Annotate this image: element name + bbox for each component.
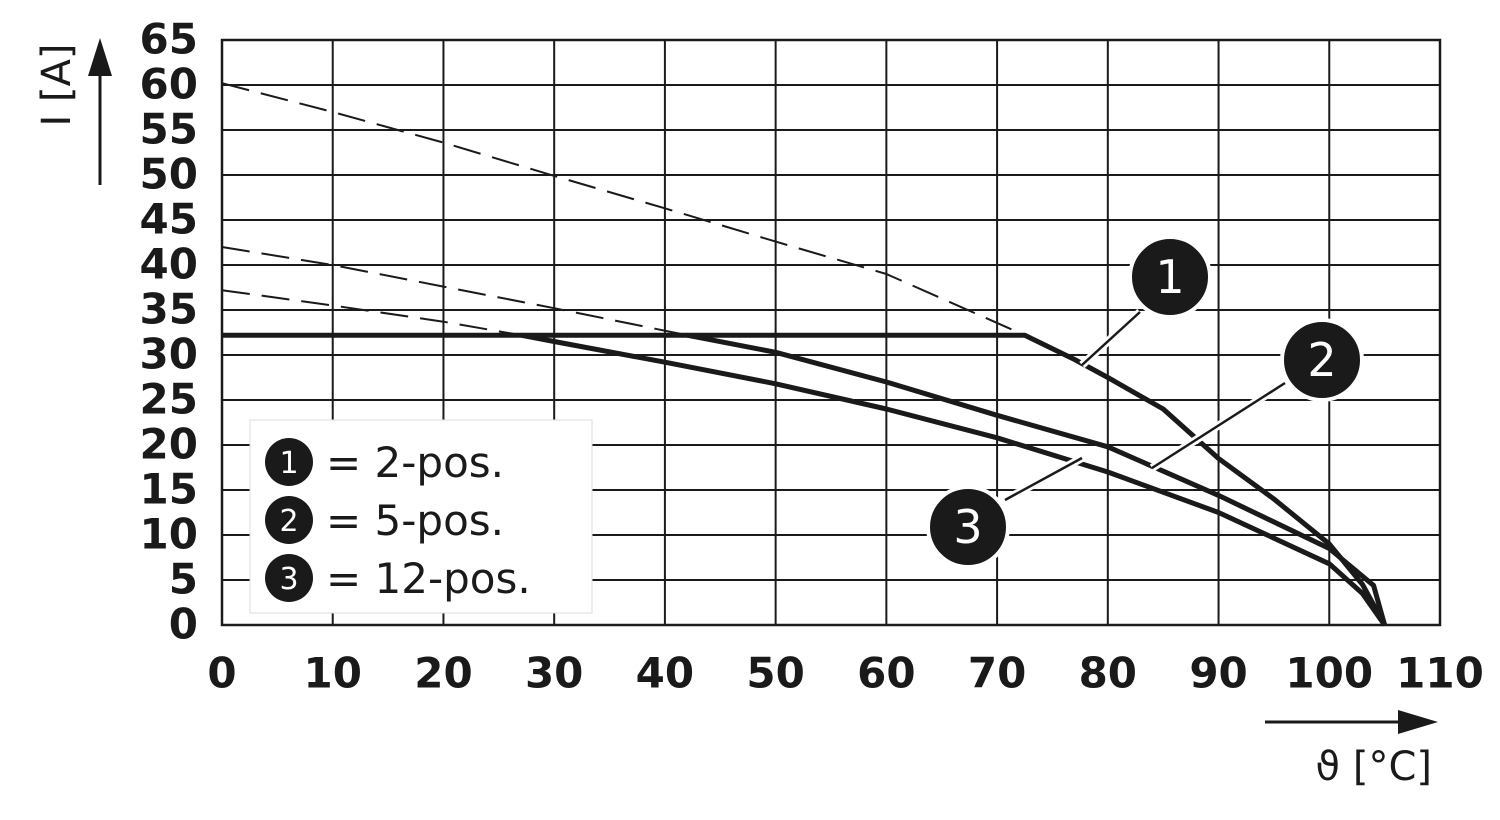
legend-label: = 5-pos. bbox=[326, 496, 504, 545]
y-tick-label: 35 bbox=[140, 285, 198, 334]
y-tick-label: 0 bbox=[169, 600, 198, 649]
x-arrow-head bbox=[1398, 710, 1438, 734]
callout-marker bbox=[926, 485, 1010, 569]
series-line bbox=[686, 332, 1388, 626]
y-tick-label: 5 bbox=[169, 555, 198, 604]
x-tick-label: 80 bbox=[1079, 649, 1137, 698]
legend-marker-label: 2 bbox=[279, 504, 298, 539]
legend-marker-label: 3 bbox=[279, 562, 298, 597]
x-tick-label: 60 bbox=[857, 649, 915, 698]
extrapolated-line bbox=[221, 289, 522, 337]
x-tick-label: 100 bbox=[1285, 649, 1373, 698]
legend-marker-label: 1 bbox=[279, 446, 298, 481]
y-tick-label: 25 bbox=[140, 375, 198, 424]
y-tick-label: 10 bbox=[140, 510, 198, 559]
x-tick-label: 0 bbox=[207, 649, 236, 698]
callout-leader bbox=[1151, 381, 1286, 470]
y-tick-label: 20 bbox=[140, 420, 198, 469]
y-tick-label: 55 bbox=[140, 105, 198, 154]
x-tick-label: 70 bbox=[968, 649, 1026, 698]
x-tick-label: 110 bbox=[1396, 649, 1484, 698]
callout-leader bbox=[1004, 456, 1083, 502]
extrapolated-line bbox=[221, 246, 688, 337]
extrapolated-line bbox=[221, 82, 1026, 337]
x-tick-label: 10 bbox=[304, 649, 362, 698]
x-tick-label: 20 bbox=[414, 649, 472, 698]
callout-label: 2 bbox=[1307, 333, 1336, 387]
legend-marker bbox=[265, 554, 313, 602]
callout-label: 3 bbox=[953, 500, 982, 554]
legend-marker bbox=[265, 496, 313, 544]
x-tick-label: 40 bbox=[636, 649, 694, 698]
x-tick-label: 90 bbox=[1189, 649, 1247, 698]
y-tick-label: 65 bbox=[140, 15, 198, 64]
legend-label: = 12-pos. bbox=[326, 554, 531, 603]
callout-marker bbox=[1280, 318, 1364, 402]
y-tick-label: 40 bbox=[140, 240, 198, 289]
legend-label: = 2-pos. bbox=[326, 438, 504, 487]
series-line bbox=[520, 332, 1387, 627]
legend-marker bbox=[265, 438, 313, 486]
x-tick-label: 30 bbox=[525, 649, 583, 698]
callout-marker bbox=[1128, 235, 1212, 319]
y-tick-label: 50 bbox=[140, 150, 198, 199]
y-tick-label: 15 bbox=[140, 465, 198, 514]
y-arrow-head bbox=[88, 38, 112, 76]
y-tick-label: 45 bbox=[140, 195, 198, 244]
callout-leader bbox=[1081, 311, 1141, 366]
x-axis-label: ϑ [°C] bbox=[1315, 744, 1432, 790]
y-tick-label: 30 bbox=[140, 330, 198, 379]
y-tick-label: 60 bbox=[140, 60, 198, 109]
x-tick-label: 50 bbox=[746, 649, 804, 698]
callout-label: 1 bbox=[1155, 250, 1184, 304]
y-axis-label: I [A] bbox=[34, 43, 80, 126]
